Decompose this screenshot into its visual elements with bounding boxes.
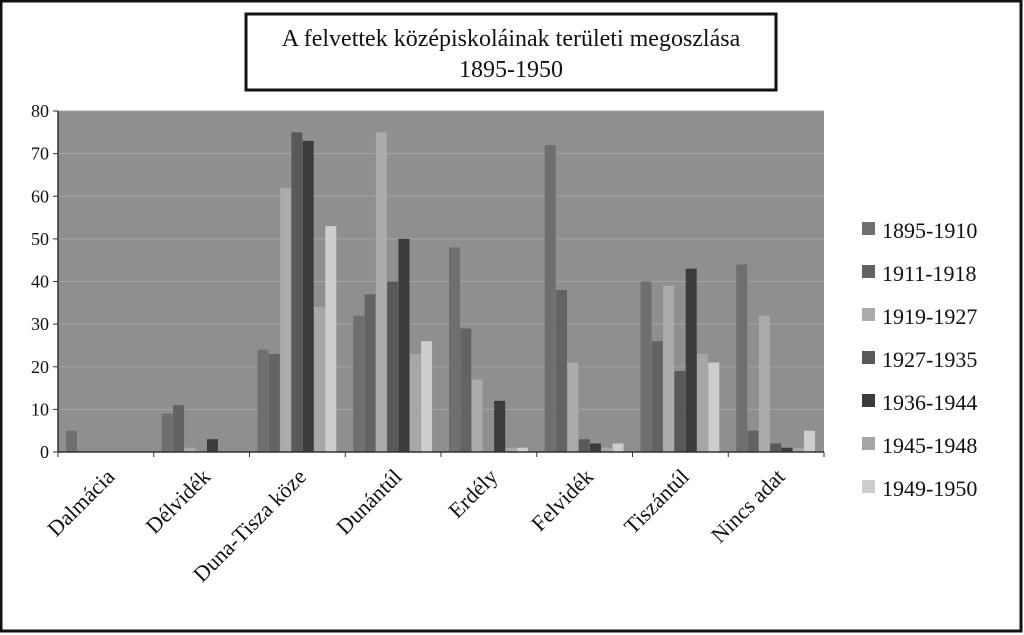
- bar: [758, 315, 770, 452]
- legend-label: 1895-1910: [882, 218, 977, 243]
- y-tick-label: 80: [31, 101, 49, 121]
- legend-swatch: [862, 265, 875, 278]
- legend-label: 1945-1948: [882, 433, 977, 458]
- bar: [471, 379, 483, 452]
- bar: [747, 430, 759, 452]
- y-tick-label: 10: [31, 399, 49, 419]
- bar: [449, 247, 460, 452]
- legend-label: 1919-1927: [882, 304, 977, 329]
- bar: [640, 281, 652, 452]
- bar: [173, 405, 185, 452]
- bars: [66, 132, 816, 452]
- bar: [589, 443, 601, 452]
- y-tick-label: 40: [31, 272, 49, 292]
- bar: [736, 264, 748, 452]
- bar: [516, 447, 528, 452]
- chart-title: A felvettek középiskoláinak területi meg…: [282, 26, 741, 52]
- bar: [770, 443, 782, 452]
- title-frame: [244, 12, 778, 92]
- bar: [556, 290, 568, 452]
- bar: [375, 132, 387, 452]
- chart-subtitle: 1895-1950: [459, 57, 563, 83]
- bar: [505, 447, 517, 452]
- bar: [792, 447, 804, 452]
- bar: [314, 307, 325, 452]
- legend-swatch: [862, 437, 875, 450]
- legend-label: 1949-1950: [882, 476, 977, 501]
- legend-swatch: [862, 308, 875, 321]
- bar: [206, 439, 218, 452]
- legend-label: 1927-1935: [882, 347, 977, 372]
- bar: [781, 447, 793, 452]
- bar: [353, 315, 365, 452]
- bar: [494, 400, 506, 452]
- bar: [66, 430, 77, 452]
- legend-swatch: [862, 222, 875, 235]
- bar: [601, 447, 613, 452]
- bar: [161, 413, 173, 452]
- bar: [685, 268, 697, 452]
- legend-swatch: [862, 351, 875, 364]
- bar: [544, 145, 556, 452]
- bar: [409, 353, 421, 452]
- bar: [257, 349, 269, 452]
- legend: 1895-1910 1911-1918 1919-1927 1927-1935 1936…: [862, 218, 977, 501]
- y-tick-label: 50: [31, 229, 49, 249]
- bar: [280, 187, 292, 452]
- bar: [567, 362, 579, 452]
- chart-title-box: A felvettek középiskoláinak területi meg…: [244, 12, 778, 92]
- bar: [364, 294, 376, 452]
- bar: [325, 226, 337, 452]
- bar: [398, 238, 410, 452]
- y-tick-label: 70: [31, 144, 49, 164]
- bar: [460, 328, 472, 452]
- bar: [663, 285, 675, 452]
- y-tick-label: 30: [31, 314, 49, 334]
- bar: [651, 341, 663, 452]
- bar: [184, 447, 196, 452]
- bar: [578, 439, 590, 452]
- legend-swatch: [862, 480, 875, 493]
- bar: [708, 362, 720, 452]
- bar: [268, 353, 280, 452]
- bar: [291, 132, 303, 452]
- y-tick-label: 60: [31, 186, 49, 206]
- bar: [387, 281, 399, 452]
- y-tick-label: 20: [31, 357, 49, 377]
- legend-label: 1936-1944: [882, 390, 977, 415]
- legend-label: 1911-1918: [882, 261, 977, 286]
- bar: [674, 371, 686, 452]
- bar: [804, 430, 816, 452]
- bar: [697, 353, 708, 452]
- legend-swatch: [862, 394, 875, 407]
- bar: [421, 341, 433, 452]
- y-tick-label: 0: [40, 442, 49, 462]
- bar: [302, 140, 314, 452]
- bar: [612, 443, 624, 452]
